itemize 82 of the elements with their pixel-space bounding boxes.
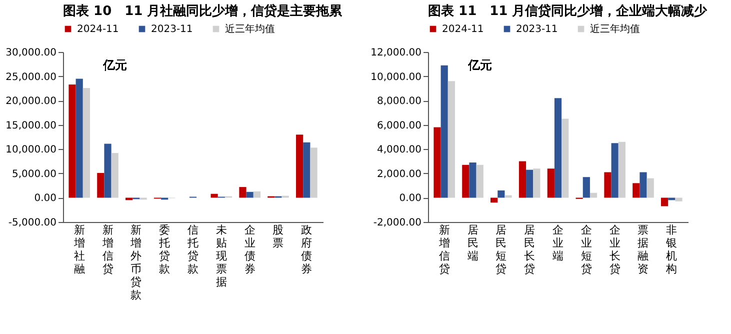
y-tick-label: 6,000.00 xyxy=(376,120,422,132)
x-tick-label: 居民短贷 xyxy=(496,224,507,276)
x-tick-label: 企业端 xyxy=(552,224,564,262)
x-tick-label: 企业债券 xyxy=(244,224,256,276)
bar xyxy=(590,192,598,198)
bar xyxy=(526,170,534,198)
bar xyxy=(462,164,470,198)
x-tick-label: 居民长贷 xyxy=(524,224,536,276)
y-tick-label: -5,000.00 xyxy=(8,218,56,228)
bar xyxy=(434,127,441,198)
x-tick-label: 新增外币贷款 xyxy=(130,224,142,302)
bar xyxy=(547,168,554,198)
x-tick-label: 新增信贷 xyxy=(101,224,114,276)
x-tick-label: 非银机构 xyxy=(665,224,678,276)
y-tick-label: 5,000.00 xyxy=(12,168,56,180)
y-tick-label: 0.00 xyxy=(399,193,422,204)
x-tick-label: 委托贷款 xyxy=(158,224,170,276)
bar xyxy=(448,81,455,198)
y-tick-label: 10,000.00 xyxy=(370,72,422,83)
bar xyxy=(239,187,246,198)
bar xyxy=(533,168,540,198)
y-tick-label: -2,000.00 xyxy=(373,218,422,228)
annotation: 亿元 xyxy=(102,58,127,72)
x-tick-label: 居民端 xyxy=(467,224,478,262)
y-tick-label: 10,000.00 xyxy=(6,144,56,156)
legend-label: 2023-11 xyxy=(151,24,193,35)
bar xyxy=(253,191,260,198)
bar xyxy=(246,192,254,198)
bar xyxy=(518,161,526,198)
y-tick-label: 25,000.00 xyxy=(6,72,56,83)
bar xyxy=(554,98,562,198)
chart-title: 图表 11 11 月信贷同比少增，企业端大幅减少 xyxy=(428,3,708,19)
bar xyxy=(68,84,76,198)
bar xyxy=(104,144,112,198)
bar xyxy=(668,198,676,200)
bar xyxy=(126,198,133,200)
bar xyxy=(469,162,476,198)
x-tick-label: 企业长贷 xyxy=(609,224,620,276)
y-tick-label: 12,000.00 xyxy=(370,48,422,58)
bar xyxy=(97,172,104,198)
bar xyxy=(640,172,647,198)
x-tick-label: 票据融资 xyxy=(638,224,649,276)
legend-label: 近三年均值 xyxy=(225,23,275,35)
legend-label: 2024-11 xyxy=(442,24,484,35)
bar xyxy=(440,65,448,198)
bar xyxy=(582,177,590,198)
bar xyxy=(82,88,90,198)
bar xyxy=(604,172,612,198)
y-tick-label: 2,000.00 xyxy=(376,168,422,180)
bar xyxy=(611,143,618,198)
y-tick-label: 15,000.00 xyxy=(6,120,56,132)
x-tick-label: 政府债券 xyxy=(301,224,312,276)
x-tick-label: 企业短贷 xyxy=(580,224,592,276)
x-tick-label: 信托贷款 xyxy=(186,224,198,276)
bar xyxy=(618,142,626,198)
bar xyxy=(562,118,569,198)
bar xyxy=(310,148,318,198)
x-tick-label: 股票 xyxy=(272,224,284,250)
bar xyxy=(76,78,83,198)
legend-label: 2023-11 xyxy=(516,24,558,35)
bar xyxy=(296,134,304,198)
bar xyxy=(476,164,484,198)
bar xyxy=(490,198,498,203)
y-tick-label: 4,000.00 xyxy=(376,144,422,156)
y-tick-label: 0.00 xyxy=(34,193,56,204)
bar xyxy=(111,153,118,198)
bar xyxy=(661,198,668,206)
x-tick-label: 新增社融 xyxy=(72,224,85,276)
y-tick-label: 8,000.00 xyxy=(376,96,422,108)
legend-label: 2024-11 xyxy=(77,24,119,35)
bar xyxy=(498,190,505,198)
bar xyxy=(303,142,310,198)
x-tick-label: 未贴现票据 xyxy=(216,224,227,288)
y-tick-label: 20,000.00 xyxy=(6,96,56,108)
bar xyxy=(646,178,654,198)
bar xyxy=(632,183,640,198)
bar xyxy=(675,198,682,202)
annotation: 亿元 xyxy=(467,58,492,72)
chart-title: 图表 10 11 月社融同比少增，信贷是主要拖累 xyxy=(63,3,344,19)
x-tick-label: 新增信贷 xyxy=(438,224,450,276)
legend-label: 近三年均值 xyxy=(590,23,640,35)
y-tick-label: 30,000.00 xyxy=(6,48,56,58)
